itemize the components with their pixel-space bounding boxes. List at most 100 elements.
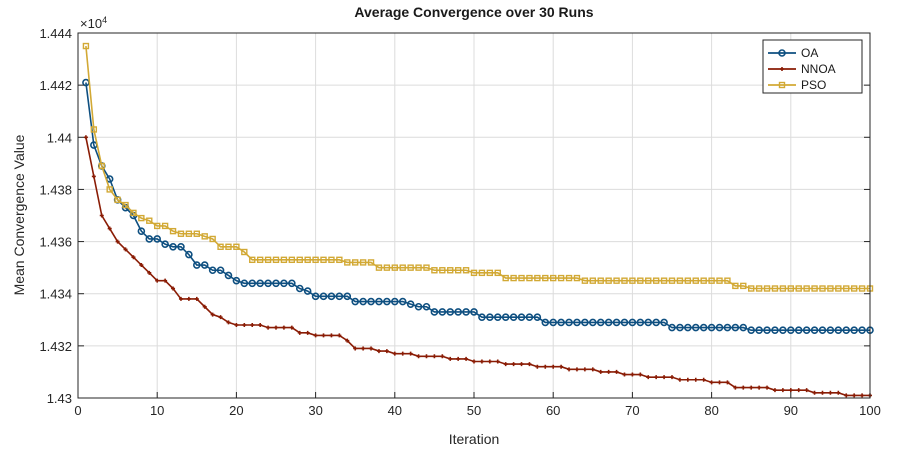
data-point-nnoa: [218, 315, 223, 320]
data-point-pso: [542, 274, 549, 282]
data-point-oa: [573, 318, 581, 327]
data-point-nnoa: [590, 367, 595, 372]
data-point-pso: [169, 227, 177, 235]
data-point-nnoa: [503, 362, 508, 367]
data-point-nnoa: [424, 354, 429, 359]
data-point-pso: [787, 285, 794, 292]
data-point-oa: [858, 326, 866, 335]
data-point-pso: [827, 285, 834, 292]
data-point-oa: [644, 318, 653, 327]
data-point-pso: [589, 277, 596, 284]
data-point-nnoa: [226, 320, 231, 325]
data-point-pso: [201, 233, 208, 240]
data-point-pso: [431, 267, 438, 274]
data-point-oa: [327, 292, 336, 301]
legend-label-pso: PSO: [801, 78, 826, 92]
data-point-nnoa: [614, 369, 619, 374]
data-point-pso: [510, 274, 517, 282]
data-point-pso: [375, 264, 383, 271]
data-point-pso: [716, 277, 723, 284]
data-point-nnoa: [250, 323, 255, 327]
x-tick-label: 70: [625, 403, 639, 418]
data-point-nnoa: [155, 278, 160, 283]
data-point-nnoa: [511, 362, 516, 367]
y-tick-label: 1.432: [39, 339, 72, 354]
data-point-nnoa: [384, 349, 389, 354]
data-point-pso: [819, 285, 826, 292]
data-point-oa: [628, 318, 637, 327]
data-point-oa: [375, 297, 383, 306]
y-tick-label: 1.436: [39, 235, 72, 250]
data-point-pso: [328, 256, 335, 264]
data-point-oa: [390, 297, 399, 306]
data-point-nnoa: [313, 333, 318, 338]
x-tick-label: 80: [704, 403, 718, 418]
data-point-pso: [241, 248, 248, 256]
data-point-pso: [684, 277, 692, 284]
data-point-oa: [351, 297, 360, 306]
data-point-oa: [794, 326, 803, 335]
data-point-oa: [256, 279, 264, 288]
data-point-nnoa: [725, 380, 730, 385]
series-nnoa: [83, 135, 872, 398]
data-point-nnoa: [646, 375, 651, 380]
data-point-oa: [311, 292, 320, 301]
data-point-nnoa: [852, 393, 857, 398]
legend-marker-pso: [778, 81, 786, 89]
data-point-oa: [367, 297, 375, 306]
data-point-pso: [629, 277, 636, 284]
x-tick-label: 100: [859, 403, 881, 418]
data-point-pso: [803, 285, 810, 292]
data-point-nnoa: [258, 323, 263, 327]
data-point-pso: [755, 285, 763, 292]
data-point-nnoa: [163, 278, 168, 283]
data-point-nnoa: [432, 354, 437, 359]
data-point-pso: [352, 259, 359, 266]
data-point-pso: [225, 243, 232, 250]
data-point-nnoa: [796, 388, 801, 393]
data-point-pso: [399, 264, 406, 271]
data-point-oa: [731, 323, 740, 332]
chart-title: Average Convergence over 30 Runs: [354, 4, 593, 20]
data-point-oa: [422, 302, 431, 311]
data-point-nnoa: [210, 312, 215, 317]
data-point-nnoa: [392, 351, 397, 356]
data-point-pso: [462, 267, 470, 274]
data-point-oa: [691, 323, 700, 332]
data-point-oa: [826, 326, 835, 335]
data-point-oa: [684, 323, 692, 332]
data-point-nnoa: [353, 346, 358, 351]
data-point-oa: [533, 313, 542, 321]
data-point-nnoa: [107, 226, 112, 231]
y-tick-label: 1.444: [39, 26, 72, 41]
data-point-nnoa: [337, 333, 342, 338]
data-point-pso: [843, 285, 850, 292]
data-point-pso: [613, 277, 620, 284]
data-point-pso: [470, 269, 478, 277]
data-point-oa: [581, 318, 589, 327]
data-point-oa: [604, 318, 613, 327]
data-point-oa: [406, 300, 415, 308]
data-point-pso: [304, 256, 311, 264]
data-point-nnoa: [749, 385, 754, 390]
data-point-pso: [692, 277, 699, 284]
data-point-pso: [383, 264, 391, 271]
data-point-oa: [359, 297, 367, 306]
data-point-oa: [272, 279, 280, 288]
data-point-oa: [652, 318, 660, 327]
data-point-oa: [747, 326, 756, 335]
ticks: 0 10 20 30 40 50 60 70 80 90 100 1.43 1.432 1.434 1.43…: [39, 26, 880, 418]
data-point-nnoa: [844, 393, 849, 398]
data-point-oa: [161, 240, 169, 248]
data-point-oa: [343, 292, 352, 301]
data-point-pso: [423, 264, 430, 271]
data-point-oa: [303, 287, 312, 295]
line-oa: [85, 82, 870, 332]
data-point-oa: [612, 318, 621, 327]
data-point-oa: [200, 261, 209, 269]
data-point-oa: [517, 313, 526, 321]
y-tick-label: 1.438: [39, 182, 72, 197]
data-point-oa: [280, 279, 288, 288]
data-point-nnoa: [408, 351, 413, 356]
data-point-oa: [398, 297, 407, 306]
